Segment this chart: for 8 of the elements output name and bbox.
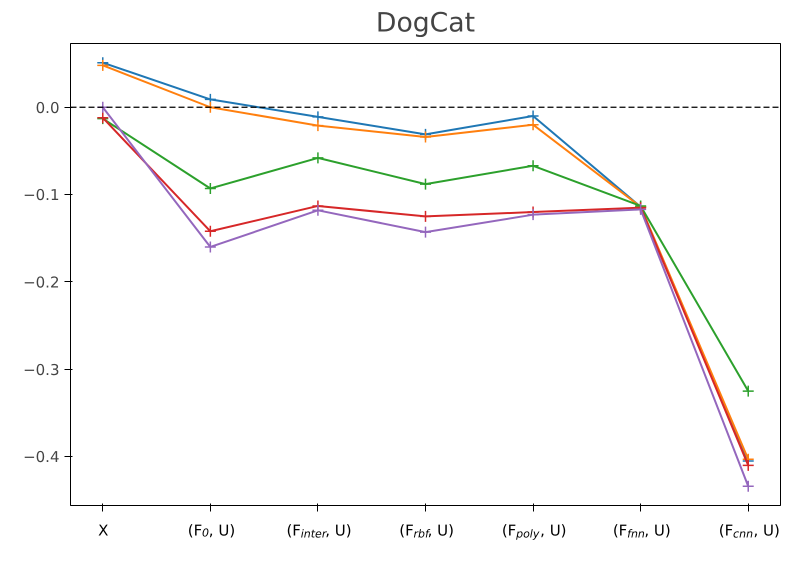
x-tick-label: (F0, U) — [188, 522, 236, 540]
y-tick-label: −0.1 — [23, 186, 60, 204]
y-tick-label: −0.3 — [23, 360, 60, 379]
y-tick-label: −0.2 — [23, 273, 60, 292]
y-tick-label: −0.4 — [23, 448, 60, 466]
y-tick-label: 0.0 — [36, 98, 60, 117]
x-tick-label: X — [98, 522, 108, 540]
chart-title: DogCat — [376, 8, 476, 38]
